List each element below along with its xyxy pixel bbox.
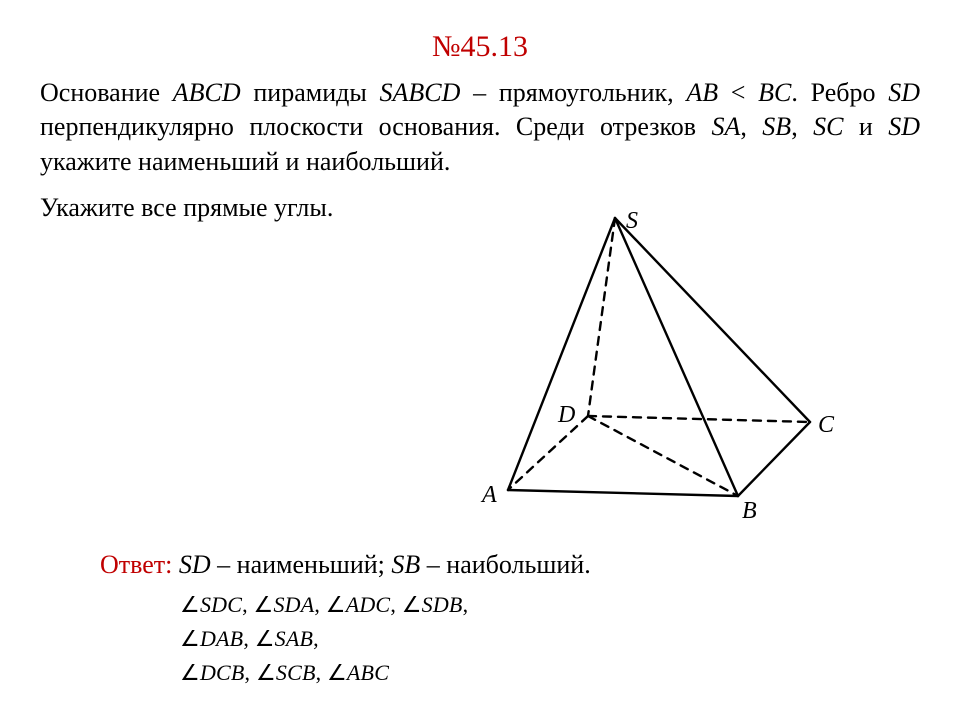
vertex-label: S xyxy=(626,208,638,235)
answer-label: Ответ: xyxy=(100,550,172,579)
answer-angles: ∠SDC, ∠SDA, ∠ADC, ∠SDB,∠DAB, ∠SAB,∠DCB, … xyxy=(180,588,900,690)
angle-line: ∠DCB, ∠SCB, ∠ABC xyxy=(180,656,900,690)
pyramid-figure: SDCAB xyxy=(440,200,860,520)
angle-line: ∠SDC, ∠SDA, ∠ADC, ∠SDB, xyxy=(180,588,900,622)
angle-line: ∠DAB, ∠SAB, xyxy=(180,622,900,656)
problem-number: №45.13 xyxy=(40,30,920,64)
vertex-label: B xyxy=(742,498,757,525)
vertex-label: A xyxy=(482,482,497,509)
vertex-label: D xyxy=(558,402,575,429)
vertex-label: C xyxy=(818,412,834,439)
answer-text: SD – наименьший; SB – наибольший. xyxy=(179,550,591,579)
problem-statement: Основание ABCD пирамиды SABCD – прямоуго… xyxy=(40,76,920,179)
answer-block: Ответ: SD – наименьший; SB – наибольший.… xyxy=(100,550,900,690)
